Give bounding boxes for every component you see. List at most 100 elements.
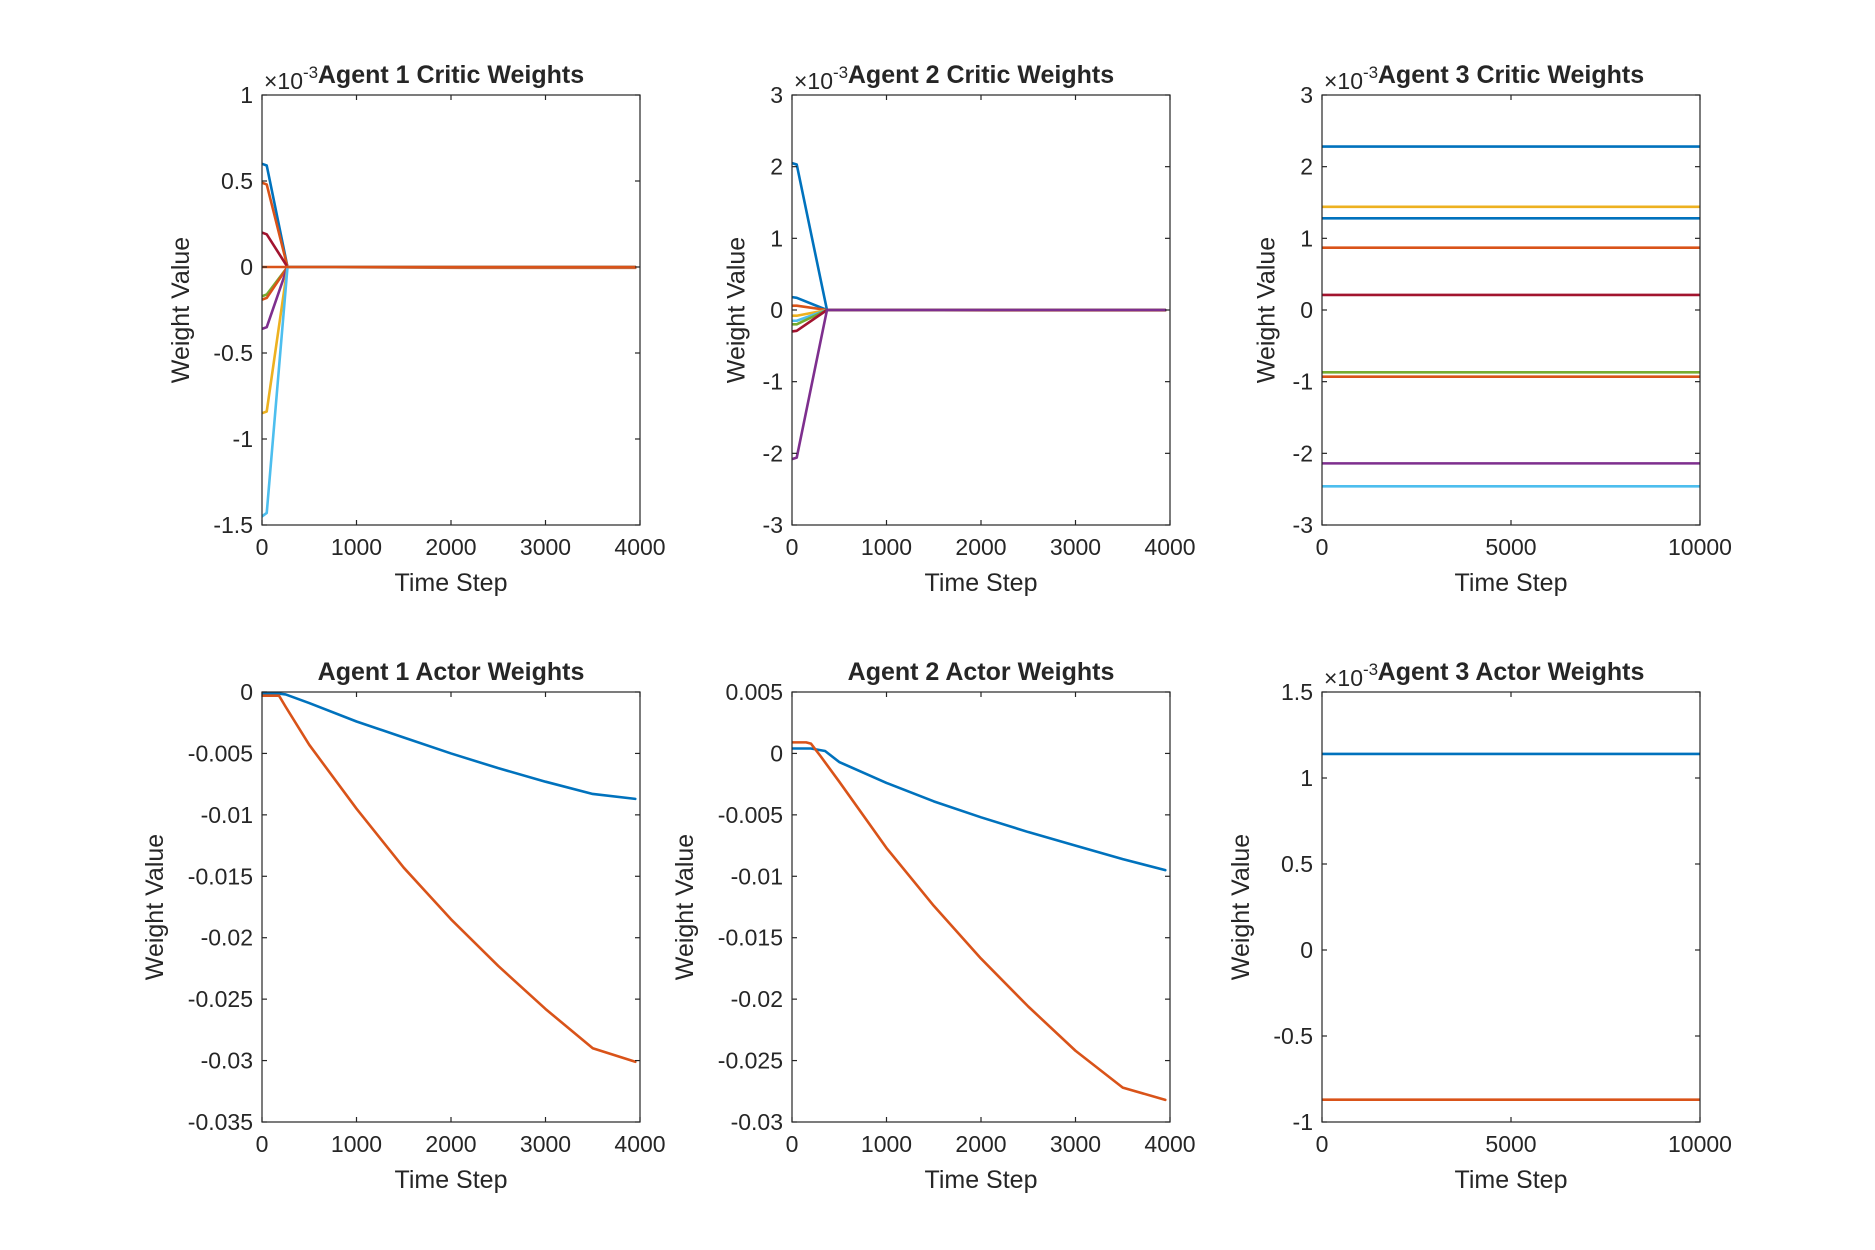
- x-tick-label: 10000: [1668, 1131, 1732, 1157]
- y-tick-label: 0: [770, 740, 783, 766]
- x-axis-label: Time Step: [394, 569, 507, 597]
- x-axis-label: Time Step: [924, 1166, 1037, 1194]
- series-group: [262, 162, 637, 518]
- y-tick-label: -0.005: [718, 802, 783, 828]
- y-tick-label: -2: [1293, 440, 1313, 466]
- x-axis-label: Time Step: [1454, 1166, 1567, 1194]
- x-tick-label: 4000: [1144, 534, 1195, 560]
- y-tick-label: 0: [240, 679, 253, 705]
- y-tick-label: 1: [240, 82, 253, 108]
- series-line-8: [792, 308, 1167, 461]
- y-tick-label: 0: [1300, 937, 1313, 963]
- x-tick-label: 3000: [1050, 534, 1101, 560]
- x-tick-label: 1000: [331, 534, 382, 560]
- y-tick-label: -0.005: [188, 740, 253, 766]
- y-tick-label: -1: [763, 369, 783, 395]
- y-tick-label: -0.015: [188, 863, 253, 889]
- y-tick-label: -0.035: [188, 1109, 253, 1135]
- y-tick-label: -0.5: [1273, 1023, 1313, 1049]
- x-tick-label: 0: [256, 1131, 269, 1157]
- chart-panel-1: 0 1000 2000 3000 4000 -1.5 -1 -0.5 0 0.5 1 ×10-3 Age…: [167, 61, 666, 597]
- y-axis-label: Weight Value: [1227, 834, 1255, 980]
- x-tick-label: 10000: [1668, 534, 1732, 560]
- y-tick-label: -0.02: [731, 986, 783, 1012]
- x-tick-label: 4000: [614, 1131, 665, 1157]
- x-tick-label: 3000: [1050, 1131, 1101, 1157]
- y-tick-label: -0.015: [718, 925, 783, 951]
- y-tick-label: -0.5: [213, 340, 253, 366]
- plot-area: [792, 692, 1170, 1122]
- y-exponent-label: ×10-3: [1324, 660, 1378, 691]
- y-tick-label: -0.025: [188, 986, 253, 1012]
- plot-area: [262, 692, 640, 1122]
- y-tick-label: -0.01: [201, 802, 253, 828]
- x-tick-label: 5000: [1485, 534, 1536, 560]
- series-group: [1322, 752, 1700, 1101]
- y-tick-label: -3: [1293, 512, 1313, 538]
- y-tick-label: -2: [763, 440, 783, 466]
- y-tick-label: 0: [240, 254, 253, 280]
- y-tick-label: 2: [770, 154, 783, 180]
- y-tick-label: 0.5: [221, 168, 253, 194]
- series-group: [262, 692, 637, 1064]
- y-tick-label: -3: [763, 512, 783, 538]
- series-group: [792, 161, 1167, 461]
- y-tick-label: -0.02: [201, 925, 253, 951]
- x-tick-label: 0: [786, 534, 799, 560]
- x-tick-label: 3000: [520, 1131, 571, 1157]
- y-tick-label: 1: [1300, 765, 1313, 791]
- y-tick-label: -1: [1293, 1109, 1313, 1135]
- y-tick-label: -0.025: [718, 1048, 783, 1074]
- x-axis-label: Time Step: [924, 569, 1037, 597]
- series-line-1: [792, 747, 1167, 872]
- y-axis-label: Weight Value: [1252, 237, 1280, 383]
- y-exponent-label: ×10-3: [1324, 63, 1378, 94]
- y-tick-label: -1: [1293, 369, 1313, 395]
- y-tick-label: 0.5: [1281, 851, 1313, 877]
- y-exponent-label: ×10-3: [264, 63, 318, 94]
- y-tick-label: -1.5: [213, 512, 253, 538]
- y-tick-label: 3: [1300, 82, 1313, 108]
- x-tick-label: 2000: [955, 1131, 1006, 1157]
- chart-title: Agent 2 Critic Weights: [848, 61, 1114, 89]
- x-tick-label: 2000: [955, 534, 1006, 560]
- chart-title: Agent 2 Actor Weights: [848, 658, 1115, 686]
- y-tick-label: 1: [1300, 225, 1313, 251]
- series-line-2: [792, 741, 1167, 1102]
- y-axis-label: Weight Value: [141, 834, 169, 980]
- y-tick-label: 0: [770, 297, 783, 323]
- y-tick-label: 0.005: [725, 679, 783, 705]
- y-exponent-label: ×10-3: [794, 63, 848, 94]
- x-axis-label: Time Step: [1454, 569, 1567, 597]
- x-axis-label: Time Step: [394, 1166, 507, 1194]
- x-tick-label: 1000: [331, 1131, 382, 1157]
- chart-panel-3: 0 5000 10000 -3 -2 -1 0 1 2 3 ×10-3 Agent 3 Critic …: [1252, 61, 1732, 597]
- y-axis-label: Weight Value: [671, 834, 699, 980]
- plot-area: [1322, 95, 1700, 525]
- y-tick-label: -0.03: [201, 1048, 253, 1074]
- x-tick-label: 5000: [1485, 1131, 1536, 1157]
- plot-area: [1322, 692, 1700, 1122]
- x-tick-label: 3000: [520, 534, 571, 560]
- chart-title: Agent 3 Critic Weights: [1378, 61, 1644, 89]
- y-tick-label: -0.03: [731, 1109, 783, 1135]
- y-tick-label: -0.01: [731, 863, 783, 889]
- series-group: [1322, 145, 1700, 488]
- x-tick-label: 4000: [614, 534, 665, 560]
- series-line-1: [262, 692, 637, 801]
- x-tick-label: 0: [786, 1131, 799, 1157]
- x-tick-label: 4000: [1144, 1131, 1195, 1157]
- chart-panel-2: 0 1000 2000 3000 4000 -3 -2 -1 0 1 2 3 ×10-3 Agent 2 …: [722, 61, 1195, 597]
- plot-area: [262, 95, 640, 525]
- y-axis-label: Weight Value: [722, 237, 750, 383]
- y-tick-label: 0: [1300, 297, 1313, 323]
- y-tick-label: 1: [770, 225, 783, 251]
- y-tick-label: 2: [1300, 154, 1313, 180]
- chart-panel-6: 0 5000 10000 -1 -0.5 0 0.5 1 1.5 ×10-3 Agent 3 Act…: [1227, 658, 1732, 1194]
- series-group: [792, 741, 1167, 1102]
- chart-panel-4: 0 1000 2000 3000 4000 -0.035 -0.03 -0.025 -0.02 -…: [141, 658, 665, 1194]
- y-axis-label: Weight Value: [167, 237, 195, 383]
- x-tick-label: 0: [1316, 534, 1329, 560]
- y-tick-label: -1: [233, 426, 253, 452]
